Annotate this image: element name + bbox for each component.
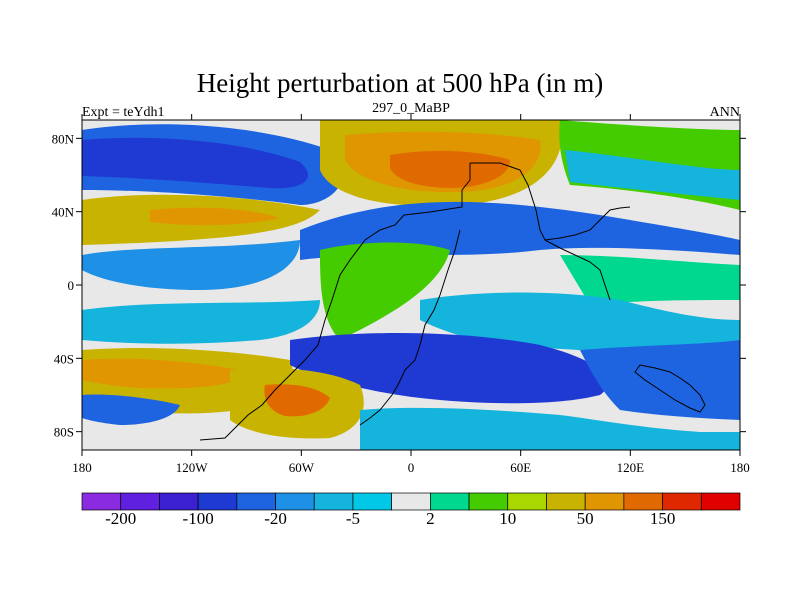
- colorbar-swatch: [120, 492, 160, 511]
- x-tick-label: 0: [408, 460, 415, 475]
- contour-band-nh-dkblue: [82, 137, 309, 189]
- left-subtitle: Expt = teYdh1: [82, 105, 165, 120]
- colorbar-swatch: [275, 492, 315, 511]
- coastline-australia: [634, 364, 706, 413]
- x-tick-label: 180: [730, 460, 750, 475]
- y-tick-label: 40N: [52, 205, 75, 220]
- coastline-eurasia: [470, 162, 631, 241]
- colorbar-label: 150: [650, 509, 676, 528]
- colorbar-label: 2: [426, 509, 435, 528]
- colorbar-swatch: [700, 492, 741, 511]
- colorbar-swatch: [430, 492, 470, 511]
- y-axis-ticks: 80N 40N 0 40S 80S: [52, 131, 746, 440]
- y-tick-label: 80S: [54, 425, 74, 440]
- x-tick-label: 60W: [289, 460, 315, 475]
- right-subtitle: ANN: [710, 105, 740, 120]
- contour-band-eq-green-e: [560, 255, 740, 305]
- contour-band-trop-cyan-w: [82, 300, 320, 344]
- contour-band-atl-dkorange: [390, 150, 510, 188]
- colorbar-swatch: [391, 492, 431, 511]
- x-tick-label: 60E: [510, 460, 531, 475]
- colorbar-label: -200: [105, 509, 136, 528]
- colorbar-swatch: [159, 492, 199, 511]
- colorbar-label: 10: [499, 509, 516, 528]
- colorbar-swatch: [546, 492, 586, 511]
- contour-band-eq-blue-w: [82, 240, 300, 290]
- colorbar-label: 50: [577, 509, 594, 528]
- contour-band-nh-cyan: [565, 150, 740, 200]
- coastline-america: [199, 163, 471, 441]
- colorbar: -200 -100 -20 -5 2 10 50 150: [81, 492, 741, 528]
- contour-band-sh-dkorange-c: [264, 384, 330, 417]
- colorbar-swatch: [507, 492, 547, 511]
- contour-band-eq-green: [320, 242, 450, 340]
- colorbar-label: -100: [183, 509, 214, 528]
- colorbar-swatch: [662, 492, 702, 511]
- colorbar-swatch: [197, 492, 238, 511]
- contour-band-sh-cyan-s: [360, 407, 740, 450]
- y-tick-label: 80N: [52, 131, 75, 146]
- contour-band-sh-blue-pole: [82, 394, 180, 425]
- chart-title: Height perturbation at 500 hPa (in m): [197, 68, 603, 98]
- colorbar-swatch: [468, 492, 509, 511]
- contour-band-sh-mid: [580, 340, 740, 420]
- x-axis-ticks: 180 120W 60W 0 60E 120E 180: [72, 114, 750, 475]
- contour-map: [82, 120, 740, 450]
- colorbar-label: -20: [264, 509, 287, 528]
- colorbar-swatch: [313, 492, 354, 511]
- colorbar-swatch: [352, 492, 392, 511]
- center-subtitle: 297_0_MaBP: [372, 101, 450, 116]
- x-tick-label: 120E: [617, 460, 645, 475]
- colorbar-swatch: [236, 492, 276, 511]
- contour-band-sh-orange-w2: [82, 358, 250, 389]
- x-tick-label: 120W: [176, 460, 209, 475]
- coastline-asia-s: [544, 239, 611, 301]
- colorbar-swatch: [81, 492, 122, 511]
- contour-band-sh-blue: [290, 333, 608, 404]
- colorbar-swatch: [584, 492, 625, 511]
- coastline-africa: [359, 229, 461, 426]
- y-tick-label: 0: [68, 278, 75, 293]
- colorbar-label: -5: [346, 509, 360, 528]
- x-tick-label: 180: [72, 460, 92, 475]
- y-tick-label: 40S: [54, 351, 74, 366]
- colorbar-swatch: [623, 492, 663, 511]
- continent-outlines: [199, 162, 706, 441]
- contour-band-nh-orange2: [150, 207, 280, 226]
